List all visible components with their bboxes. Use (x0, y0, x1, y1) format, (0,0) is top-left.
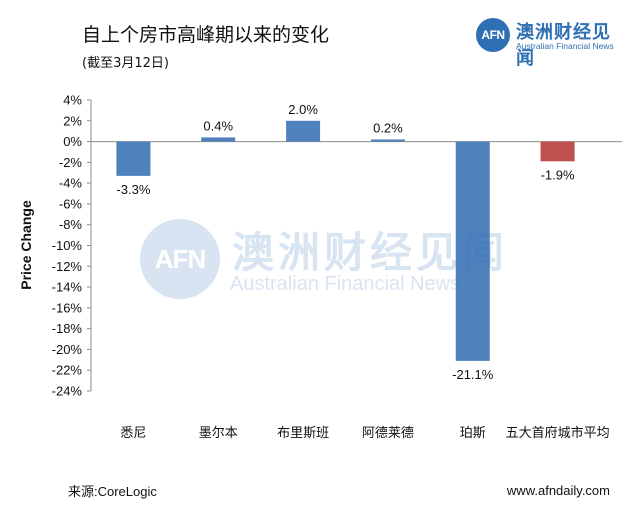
bar (455, 141, 490, 361)
brand-name-en: Australian Financial News (516, 41, 614, 51)
bar-chart: -24% -22% -20% -18% -16% -14% -12% -10% -8% -6% -4… (52, 93, 622, 441)
y-tick-label: -4% (59, 176, 83, 191)
y-tick-label: -10% (52, 238, 83, 253)
y-tick-label: 2% (63, 113, 82, 128)
x-tick-label: 五大首府城市平均 (506, 425, 610, 441)
chart-title: 自上个房市高峰期以来的变化 (82, 24, 330, 46)
y-tick-label: -16% (52, 300, 83, 315)
y-tick-label: -24% (52, 384, 83, 399)
data-label: -21.1% (452, 367, 494, 382)
data-label: -1.9% (541, 167, 575, 182)
y-tick-label: -6% (59, 196, 83, 211)
y-tick-label: -14% (52, 280, 83, 295)
source-note: 来源:CoreLogic (68, 484, 157, 499)
brand-name-cn: 澳洲财经见闻 (516, 22, 611, 69)
bar (286, 120, 321, 142)
website-url: www.afndaily.com (506, 483, 610, 498)
bar (201, 137, 236, 142)
x-tick-label: 墨尔本 (199, 426, 238, 441)
bar (370, 139, 405, 142)
afn-logo-icon: AFN (476, 18, 510, 52)
x-tick-label: 阿德莱德 (362, 426, 414, 441)
data-label: 0.2% (373, 120, 403, 135)
brand-header: AFN 澳洲财经见闻 Australian Financial News (476, 16, 626, 69)
y-tick-label: -22% (52, 363, 83, 378)
x-tick-label: 悉尼 (120, 426, 146, 441)
y-tick-label: -12% (52, 259, 83, 274)
y-tick-label: -2% (59, 155, 83, 170)
x-tick-label: 布里斯班 (277, 426, 329, 441)
y-tick-label: -20% (52, 342, 83, 357)
y-tick-label: -8% (59, 217, 83, 232)
x-tick-label: 珀斯 (460, 426, 486, 441)
chart-subtitle: (截至3月12日) (82, 56, 169, 71)
y-tick-label: -18% (52, 321, 83, 336)
y-tick-label: 0% (63, 134, 82, 149)
bar (540, 141, 575, 162)
bar (116, 141, 151, 176)
data-label: 0.4% (203, 118, 233, 133)
data-label: -3.3% (116, 182, 150, 197)
y-tick-label: 4% (63, 93, 82, 108)
data-label: 2.0% (288, 102, 318, 117)
